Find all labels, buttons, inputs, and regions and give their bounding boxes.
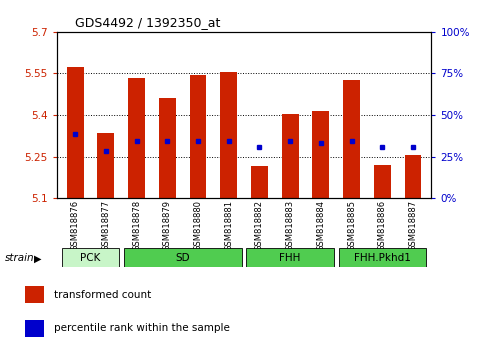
- Bar: [251, 166, 268, 198]
- Text: FHH: FHH: [280, 252, 301, 263]
- Text: transformed count: transformed count: [54, 290, 151, 300]
- Text: PCK: PCK: [80, 252, 101, 263]
- Bar: [159, 98, 176, 198]
- Text: GDS4492 / 1392350_at: GDS4492 / 1392350_at: [75, 16, 221, 29]
- Bar: [404, 155, 422, 198]
- Bar: [189, 75, 207, 198]
- Bar: [343, 80, 360, 198]
- Bar: [98, 133, 114, 198]
- Bar: [339, 248, 426, 267]
- Bar: [62, 248, 119, 267]
- Bar: [67, 67, 84, 198]
- Bar: [282, 114, 299, 198]
- Bar: [220, 72, 237, 198]
- Text: percentile rank within the sample: percentile rank within the sample: [54, 323, 230, 333]
- Bar: [374, 165, 390, 198]
- Text: FHH.Pkhd1: FHH.Pkhd1: [354, 252, 411, 263]
- Bar: [124, 248, 242, 267]
- Bar: [25, 320, 44, 337]
- Text: strain: strain: [5, 253, 35, 263]
- Bar: [246, 248, 334, 267]
- Bar: [128, 78, 145, 198]
- Text: SD: SD: [176, 252, 190, 263]
- Bar: [25, 286, 44, 303]
- Bar: [313, 111, 329, 198]
- Text: ▶: ▶: [34, 253, 41, 263]
